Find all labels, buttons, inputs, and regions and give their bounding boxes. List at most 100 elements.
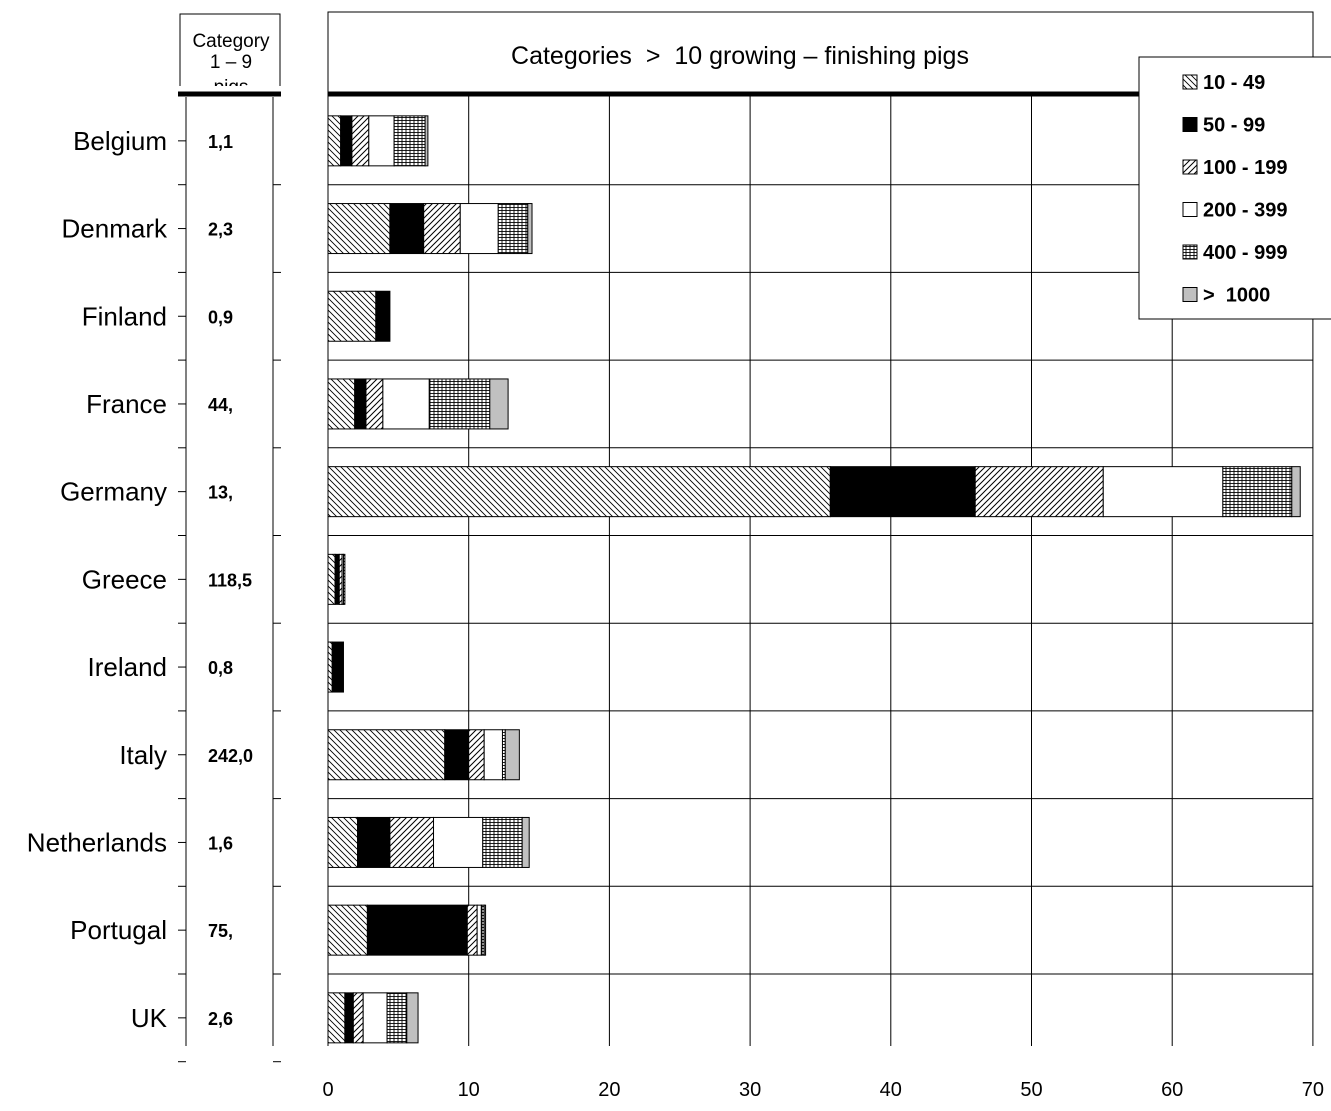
small-category-value-netherlands: 1,6 (208, 833, 233, 853)
country-label-france: France (86, 389, 167, 419)
bar-belgium-10-49 (327, 115, 342, 167)
bar-netherlands-100-199 (389, 816, 435, 868)
bar-uk-1000 (406, 992, 419, 1044)
bar-germany-10-49 (327, 466, 831, 518)
x-tick-label-50: 50 (1020, 1079, 1042, 1101)
bar-denmark-400-999 (497, 203, 529, 255)
small-category-value-greece: 118,5 (208, 570, 252, 590)
legend-label-400-999: 400 - 999 (1203, 242, 1288, 264)
legend-swatch-50-99 (1182, 117, 1198, 132)
bar-uk-200-399 (362, 992, 388, 1044)
bar-belgium-200-399 (368, 115, 395, 167)
small-category-value-italy: 242,0 (208, 746, 253, 766)
x-axis: 0 10 20 30 40 50 60 70 (322, 1079, 1324, 1101)
small-category-header-box (179, 13, 281, 93)
bar-portugal-200-399 (476, 904, 482, 956)
bar-italy-10-49 (327, 729, 446, 781)
small-category-header-line-2: 1 – 9 (210, 52, 252, 73)
bar-finland-50-99 (375, 290, 391, 342)
bar-italy-200-399 (483, 729, 503, 781)
small-category-value-finland: 0,9 (208, 307, 233, 327)
plot-area: Categories > 10 growing – finishing pigs… (322, 11, 1331, 1101)
x-tick-label-30: 30 (739, 1079, 761, 1101)
legend-label-50-99: 50 - 99 (1203, 115, 1265, 137)
legend: 10 - 49 50 - 99 100 - 199 200 - 399 400 - 99… (1138, 56, 1331, 320)
bar-denmark-10-49 (327, 203, 391, 255)
small-category-value-france: 44, (208, 395, 233, 415)
country-label-portugal: Portugal (70, 915, 167, 945)
small-category-header-line-1: Category (192, 31, 270, 52)
bar-france-200-399 (382, 378, 430, 430)
country-label-greece: Greece (82, 564, 167, 594)
bar-portugal-10-49 (327, 904, 368, 956)
bar-italy-1000 (504, 729, 520, 781)
country-label-germany: Germany (60, 477, 167, 507)
legend-swatch-10-49 (1182, 74, 1198, 90)
x-tick-label-20: 20 (598, 1079, 620, 1101)
legend-label-200-399: 200 - 399 (1203, 200, 1288, 222)
bar-france-1000 (489, 378, 509, 430)
country-label-uk: UK (131, 1003, 168, 1033)
small-category-values: 1,1 2,3 0,9 44, 13, 118,5 0,8 242,0 1,6 75, 2,6 (208, 132, 253, 1029)
small-category-column: Category 1 – 9 pigs 1,12,30,944,13,118,5… (176, 13, 284, 1046)
bar-denmark-100-199 (423, 203, 461, 255)
bar-belgium-50-99 (340, 115, 353, 167)
bar-netherlands-1000 (521, 816, 530, 868)
bar-greece-50-99 (334, 553, 340, 605)
country-label-denmark: Denmark (62, 214, 168, 244)
country-label-ireland: Ireland (88, 652, 168, 682)
legend-swatch-200-399 (1182, 202, 1198, 217)
country-labels: Belgium Denmark Finland France Germany Greece… (27, 126, 281, 1063)
legend-swatch-100-199 (1182, 159, 1198, 175)
bar-uk-400-999 (386, 992, 408, 1044)
bar-france-100-199 (365, 378, 384, 430)
legend-swatch-400-999 (1182, 244, 1198, 260)
bar-ireland-50-99 (331, 641, 344, 693)
bar-netherlands-10-49 (327, 816, 359, 868)
small-category-value-uk: 2,6 (208, 1009, 233, 1029)
bar-denmark-50-99 (389, 203, 425, 255)
x-tick-label-60: 60 (1161, 1079, 1183, 1101)
bar-finland-10-49 (327, 290, 377, 342)
x-tick-label-0: 0 (322, 1079, 333, 1101)
bars (327, 115, 1301, 1044)
country-label-finland: Finland (82, 301, 167, 331)
legend-label-10-49: 10 - 49 (1203, 72, 1265, 94)
x-tick-label-70: 70 (1302, 1079, 1324, 1101)
bar-belgium-1000 (424, 115, 429, 167)
bar-greece-10-49 (327, 553, 336, 605)
bar-france-400-999 (428, 378, 491, 430)
bar-ireland-10-49 (327, 641, 333, 693)
x-tick-label-10: 10 (458, 1079, 480, 1101)
bar-portugal-1000 (483, 904, 487, 956)
bar-france-50-99 (354, 378, 367, 430)
country-label-belgium: Belgium (73, 126, 167, 156)
bar-italy-100-199 (468, 729, 485, 781)
legend-label-1000: > 1000 (1203, 285, 1270, 307)
country-label-italy: Italy (119, 740, 167, 770)
small-category-value-germany: 13, (208, 483, 233, 503)
legend-swatch-1000 (1182, 287, 1198, 302)
small-category-value-denmark: 2,3 (208, 220, 233, 240)
bar-italy-50-99 (444, 729, 470, 781)
bar-uk-10-49 (327, 992, 346, 1044)
bar-netherlands-50-99 (357, 816, 391, 868)
legend-box (1138, 56, 1331, 320)
bar-belgium-100-199 (351, 115, 370, 167)
bar-portugal-100-199 (466, 904, 478, 956)
bar-germany-1000 (1291, 466, 1301, 518)
bar-portugal-50-99 (366, 904, 468, 956)
bar-netherlands-200-399 (433, 816, 484, 868)
chart-title: Categories > 10 growing – finishing pigs (511, 42, 969, 70)
bar-belgium-400-999 (393, 115, 426, 167)
bar-denmark-200-399 (459, 203, 499, 255)
bar-germany-200-399 (1102, 466, 1224, 518)
bar-netherlands-400-999 (482, 816, 523, 868)
small-category-value-portugal: 75, (208, 921, 233, 941)
bar-germany-50-99 (829, 466, 976, 518)
bar-uk-50-99 (344, 992, 354, 1044)
bar-germany-400-999 (1222, 466, 1293, 518)
small-category-value-belgium: 1,1 (208, 132, 233, 152)
